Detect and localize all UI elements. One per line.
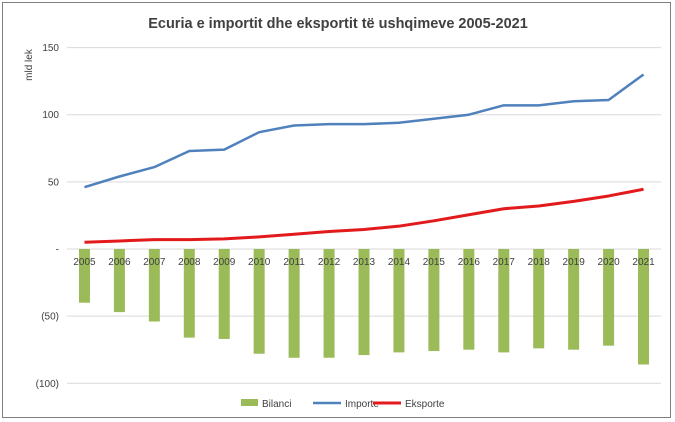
bilanci-bars [78,249,650,365]
chart-title: Ecuria e importit dhe eksportit të ushqi… [148,16,528,32]
bar-bilanci [113,249,125,313]
y-tick-label: (50) [41,312,59,323]
bar-bilanci [603,249,615,346]
bar-bilanci [253,249,265,354]
legend-label-importe: Importe [345,399,379,410]
x-tick-label: 2008 [178,257,201,268]
legend: Bilanci Importe Eksporte [241,399,445,410]
y-tick-labels: 150 100 50 - (50) (100) [36,43,60,390]
line-eksporte [84,187,644,244]
legend-label-bilanci: Bilanci [262,399,291,410]
x-tick-label: 2012 [318,257,341,268]
x-tick-labels: 2005 2006 2007 2008 2009 2010 2011 2012 2013 2014… [73,257,655,268]
bar-bilanci [463,249,475,350]
x-tick-label: 2010 [248,257,271,268]
bar-bilanci [533,249,545,349]
y-tick-label: 100 [42,110,59,121]
x-tick-label: 2016 [458,257,481,268]
line-series [84,73,645,244]
x-tick-label: 2006 [108,257,131,268]
y-axis-label: mld lek [24,48,35,81]
x-tick-label: 2019 [563,257,586,268]
x-tick-label: 2009 [213,257,236,268]
y-tick-label: 50 [48,177,60,188]
bar-bilanci [498,249,510,353]
chart-svg: Ecuria e importit dhe eksportit të ushqi… [24,16,661,410]
bar-bilanci [78,249,90,303]
y-tick-label: - [56,245,59,256]
y-tick-label: 150 [42,43,59,54]
bar-bilanci [323,249,335,358]
bar-bilanci [638,249,650,365]
legend-swatch-bilanci [241,399,258,406]
bar-bilanci [358,249,370,356]
x-tick-label: 2005 [73,257,96,268]
x-tick-label: 2013 [353,257,376,268]
bar-bilanci [288,249,300,358]
x-tick-label: 2014 [388,257,411,268]
x-tick-label: 2018 [528,257,551,268]
line-importe [84,73,645,189]
x-tick-label: 2011 [283,257,305,268]
bar-bilanci [148,249,160,322]
chart-frame: Ecuria e importit dhe eksportit të ushqi… [2,2,671,418]
x-tick-label: 2020 [597,257,620,268]
bar-bilanci [568,249,580,350]
x-tick-label: 2017 [493,257,516,268]
bar-bilanci [393,249,405,353]
x-tick-label: 2007 [143,257,166,268]
y-tick-label: (100) [36,379,59,390]
x-tick-label: 2015 [423,257,446,268]
bar-bilanci [183,249,195,338]
x-tick-label: 2021 [632,257,655,268]
legend-label-eksporte: Eksporte [405,399,445,410]
bar-bilanci [218,249,230,339]
bar-bilanci [428,249,440,352]
